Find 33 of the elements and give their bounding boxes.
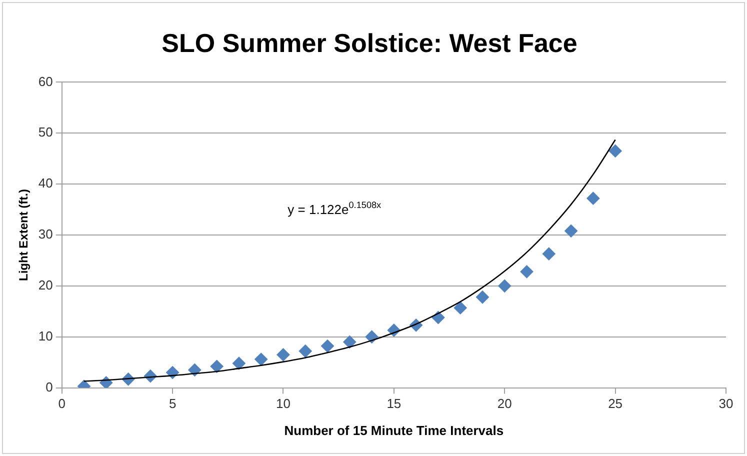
y-axis-title: Light Extent (ft.) xyxy=(16,189,31,281)
point xyxy=(276,348,290,362)
point xyxy=(210,360,224,373)
y-tick-label: 30 xyxy=(38,226,53,242)
y-tick-label: 50 xyxy=(38,124,53,140)
y-tick-label: 40 xyxy=(38,176,53,191)
y-tick-label: 0 xyxy=(46,379,53,394)
point xyxy=(564,224,578,238)
point xyxy=(586,192,600,205)
x-tick-label: 30 xyxy=(718,396,734,412)
x-axis-title: Number of 15 Minute Time Intervals xyxy=(284,422,504,438)
x-tick-label: 20 xyxy=(497,396,512,412)
point xyxy=(321,340,334,353)
point xyxy=(542,247,556,260)
point xyxy=(498,279,512,292)
x-tick-label: 0 xyxy=(58,396,66,412)
point xyxy=(298,344,312,358)
point xyxy=(232,356,246,370)
point xyxy=(343,335,356,348)
point xyxy=(454,301,467,314)
y-tick-label: 10 xyxy=(38,328,53,344)
y-tick-label: 60 xyxy=(38,74,53,89)
point xyxy=(608,144,622,158)
point xyxy=(254,352,268,366)
chart-title: SLO Summer Solstice: West Face xyxy=(162,28,578,58)
x-tick-label: 25 xyxy=(608,396,623,412)
x-tick-label: 10 xyxy=(276,396,290,412)
point xyxy=(188,363,202,376)
x-tick-label: 15 xyxy=(386,396,402,412)
point xyxy=(476,290,489,304)
point xyxy=(520,265,534,278)
y-tick-label: 20 xyxy=(38,278,53,293)
x-tick-label: 5 xyxy=(168,396,176,412)
